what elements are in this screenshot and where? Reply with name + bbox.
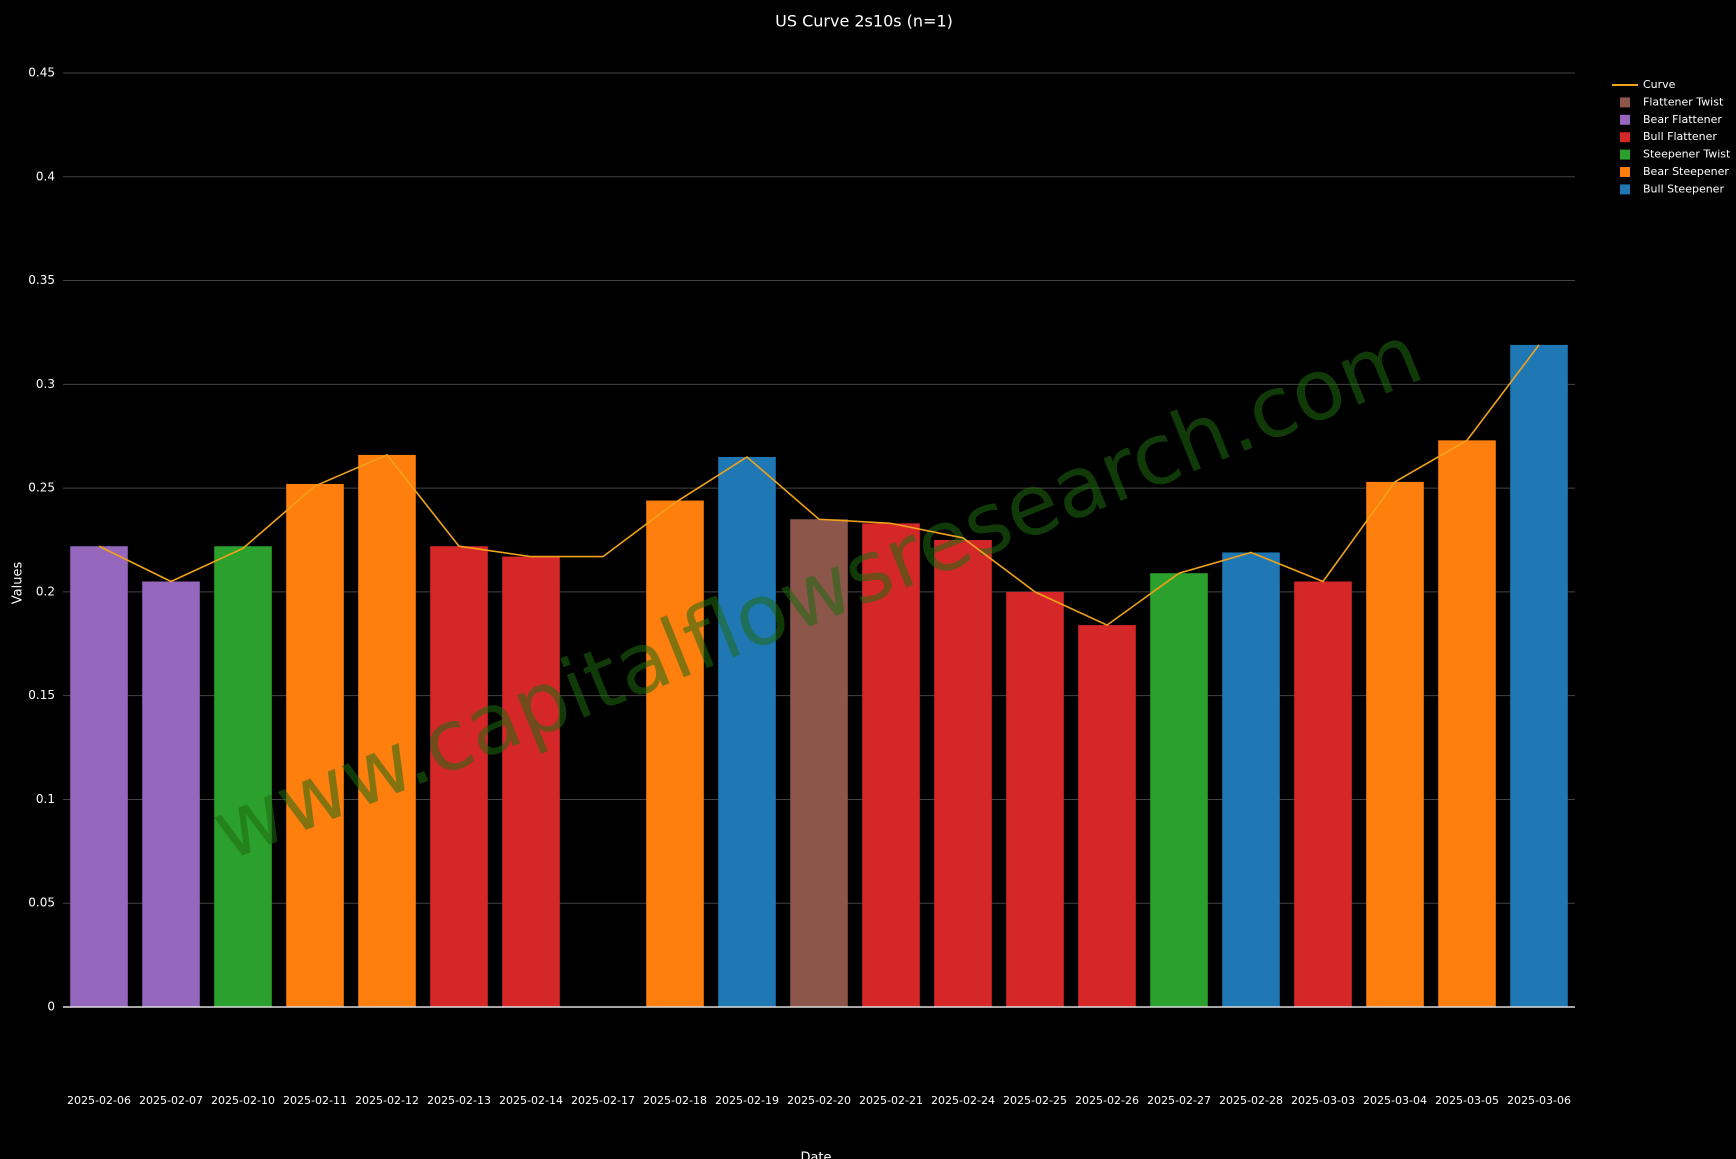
legend-swatch [1620,114,1630,125]
legend-swatch [1620,97,1630,108]
bar [142,581,200,1007]
y-tick-label: 0.1 [36,792,55,806]
bar [790,519,848,1007]
x-tick-label: 2025-03-05 [1435,1094,1499,1107]
legend-label: Steepener Twist [1643,148,1731,161]
legend-label: Curve [1643,78,1676,91]
y-axis-label: Values [11,562,26,605]
x-tick-label: 2025-02-17 [571,1094,635,1107]
legend-swatch [1620,184,1630,195]
bar [1222,552,1280,1007]
x-tick-label: 2025-02-11 [283,1094,347,1107]
bar [1366,481,1424,1008]
y-tick-label: 0.45 [28,66,55,80]
x-tick-label: 2025-02-27 [1147,1094,1211,1107]
x-tick-label: 2025-03-03 [1291,1094,1355,1107]
x-tick-label: 2025-02-14 [499,1094,563,1107]
bar [1006,591,1064,1007]
bar [70,546,128,1007]
bar [1294,581,1352,1007]
bar [358,454,416,1007]
x-tick-label: 2025-02-26 [1075,1094,1139,1107]
bar [1150,573,1208,1007]
x-tick-label: 2025-02-21 [859,1094,923,1107]
chart-title: US Curve 2s10s (n=1) [775,12,953,31]
line [98,344,1540,627]
x-tick-label: 2025-02-24 [931,1094,995,1107]
x-tick-label: 2025-02-18 [643,1094,707,1107]
y-tick-label: 0.25 [28,481,55,495]
bar [1078,625,1136,1007]
legend-label: Flattener Twist [1643,95,1724,108]
bar [214,546,272,1007]
legend-swatch [1620,167,1630,177]
x-tick-label: 2025-02-20 [787,1094,851,1107]
bar [286,483,344,1008]
x-tick-label: 2025-02-25 [1003,1094,1067,1107]
y-tick-label: 0.15 [28,688,55,702]
bar [502,556,560,1007]
x-tick-label: 2025-03-04 [1363,1094,1427,1107]
y-tick-label: 0 [47,1000,55,1014]
bar [1438,440,1496,1008]
legend-label: Bull Steepener [1643,182,1724,195]
y-tick-label: 0.3 [36,377,55,391]
x-tick-label: 2025-03-06 [1507,1094,1571,1107]
x-tick-label: 2025-02-07 [139,1094,203,1107]
bar [718,456,776,1007]
legend-label: Bear Flattener [1643,113,1722,126]
legend-label: Bull Flattener [1643,130,1717,143]
y-tick-label: 0.2 [36,584,55,598]
x-tick-label: 2025-02-06 [67,1094,131,1107]
bar [1510,344,1568,1007]
bar [862,523,920,1007]
x-tick-label: 2025-02-10 [211,1094,275,1107]
legend-swatch [1620,149,1630,160]
legend-swatch [1620,132,1630,143]
legend-label: Bear Steepener [1643,165,1729,178]
x-tick-label: 2025-02-28 [1219,1094,1283,1107]
bar [646,500,704,1007]
x-tick-label: 2025-02-13 [427,1094,491,1107]
bar [430,546,488,1007]
bar [934,540,992,1007]
y-tick-label: 0.4 [36,169,55,183]
x-axis-label: Date [800,1151,831,1159]
x-tick-label: 2025-02-12 [355,1094,419,1107]
x-tick-label: 2025-02-19 [715,1094,779,1107]
y-tick-label: 0.05 [28,896,55,910]
y-tick-label: 0.35 [28,273,55,287]
